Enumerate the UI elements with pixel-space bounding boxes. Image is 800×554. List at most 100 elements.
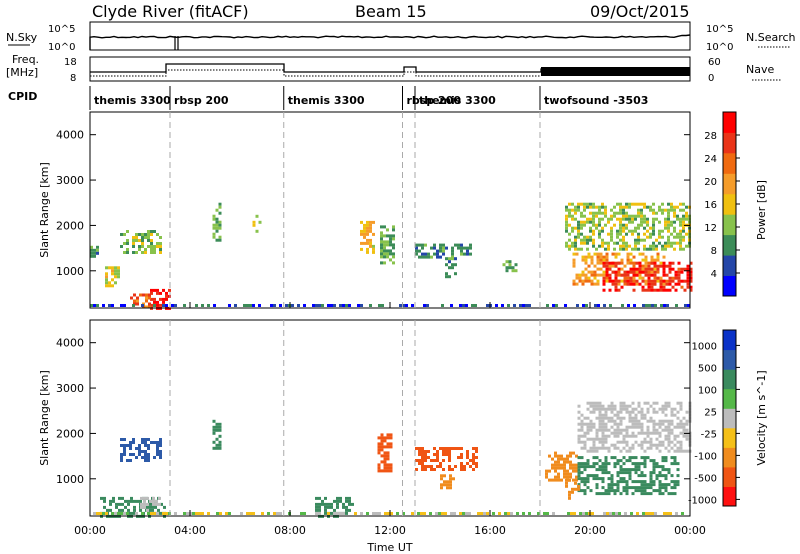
velocity-cell [386,457,390,461]
power-cell [587,264,591,268]
velocity-cell [628,474,632,478]
power-cell [670,223,673,227]
power-cell [641,285,645,289]
velocity-cell [649,419,653,423]
velocity-cell [640,446,644,450]
velocity-cell [595,428,599,432]
power-cell [637,238,640,242]
velocity-cell [598,401,602,405]
velocity-ground-cell [174,512,177,515]
velocity-cell [421,456,424,459]
velocity-cell [592,449,596,453]
velocity-cell [324,496,327,500]
velocity-cell [127,499,130,503]
velocity-cell [159,438,162,441]
power-cell [451,252,454,256]
velocity-cell [625,407,629,411]
velocity-cell [640,486,644,490]
velocity-cell [661,422,665,426]
power-cell [383,246,386,250]
power-cell [592,223,595,227]
power-cell [442,246,445,250]
velocity-cell [586,407,590,411]
power-cell [646,220,649,224]
velocity-cell [124,505,127,509]
velocity-cell [628,434,632,438]
velocity-ground-cell [579,512,582,515]
power-cell [369,229,372,233]
power-cell [673,208,676,212]
velocity-cell [661,486,665,490]
velocity-cell [613,483,617,487]
power-cell [617,252,621,256]
power-cell [653,267,657,271]
velocity-cell [156,444,159,447]
velocity-ground-cell [507,512,510,515]
velocity-cell [592,437,596,441]
velocity-cell [460,453,463,456]
velocity-cell [613,434,617,438]
velocity-cell [643,416,647,420]
velocity-cell [583,468,587,472]
power-cell [165,297,168,301]
velocity-colorbar-frame [722,329,737,507]
power-cell [601,211,604,215]
power-cell [596,258,600,262]
time-tick-label: 04:00 [174,524,206,537]
velocity-cell [634,489,638,493]
velocity-cell [448,468,451,471]
power-cell [586,202,589,206]
velocity-cell [652,459,656,463]
velocity-cell [613,413,617,417]
velocity-cell [383,463,387,467]
power-cell [380,252,383,256]
velocity-cell [386,445,390,449]
velocity-colorbar-swatch [723,330,736,351]
power-cell [595,205,598,209]
power-colorbar-tick-label: 24 [704,154,717,165]
power-ground-cell [90,304,93,307]
velocity-cell [380,442,384,446]
power-cell [628,202,631,206]
velocity-cell [646,483,650,487]
power-cell [424,255,427,259]
velocity-cell [575,454,578,458]
power-ground-cell [258,304,261,307]
velocity-cell [123,444,126,447]
power-cell [159,242,162,245]
velocity-cell [637,401,641,405]
velocity-cell [430,459,433,462]
velocity-cell [670,446,674,450]
velocity-cell [151,505,154,509]
velocity-cell [152,496,155,500]
power-cell [634,214,637,218]
power-cell [682,220,685,224]
velocity-cell [146,502,149,506]
velocity-cell [472,468,475,471]
velocity-cell [218,422,222,426]
velocity-cell [613,407,617,411]
power-cell [616,229,619,233]
velocity-cell [676,474,680,478]
velocity-ytick-label: 1000 [56,473,84,486]
power-cell [596,267,600,271]
power-cell [380,234,383,238]
velocity-cell [610,416,614,420]
velocity-ground-cell [654,512,657,515]
velocity-cell [475,456,478,459]
velocity-cell [571,490,574,494]
power-cell [686,270,690,274]
power-cell [661,229,664,233]
velocity-cell [625,404,629,408]
velocity-cell [604,413,608,417]
power-cell [601,205,604,209]
velocity-cell [589,446,593,450]
nave-label: Nave [746,63,774,76]
power-cell [610,238,613,242]
power-ground-cell [684,304,687,307]
power-cell [255,229,259,233]
power-cell [568,208,571,212]
power-cell [622,244,625,248]
power-cell [153,248,156,251]
velocity-cell [673,459,677,463]
